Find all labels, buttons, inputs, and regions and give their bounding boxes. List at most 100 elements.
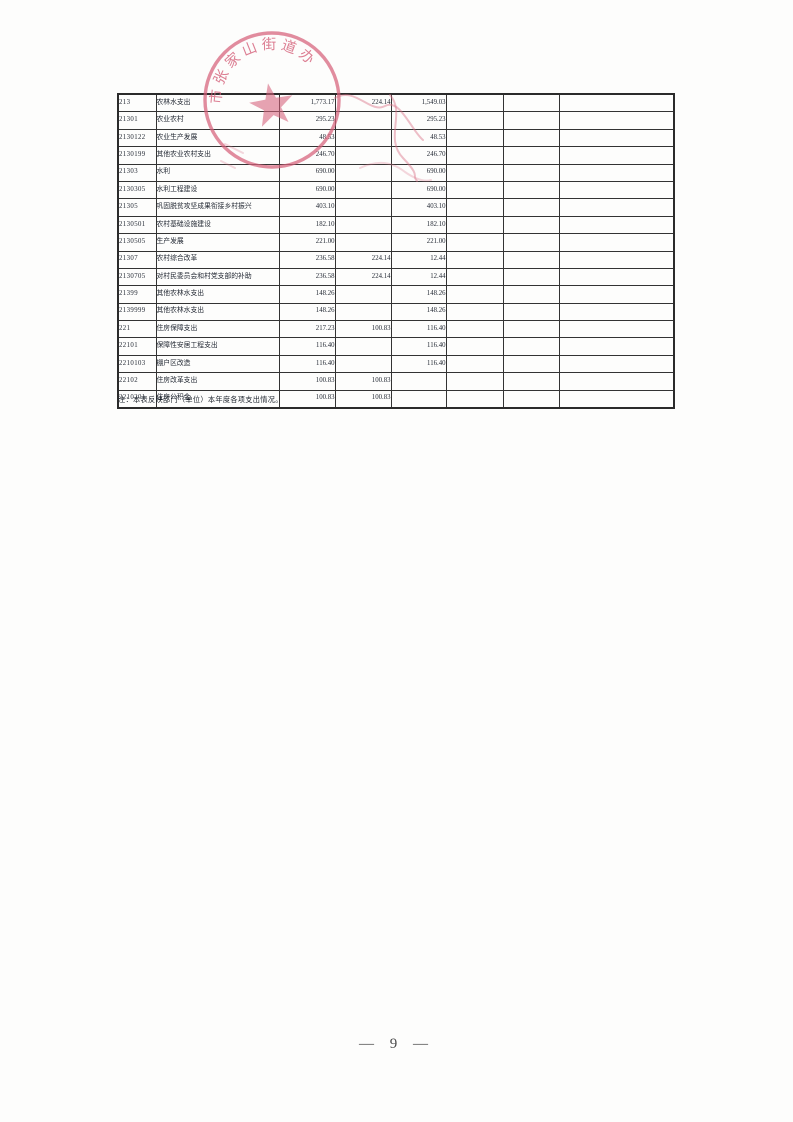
cell-amount-total: 148.26	[278, 302, 336, 322]
table-row: 2130122 农业生产发展 48.53 48.53	[117, 128, 675, 148]
cell-empty-col4	[445, 198, 504, 217]
cell-amount-col3: 116.40	[390, 337, 447, 356]
cell-budget-code: 2130122	[117, 128, 157, 148]
cell-amount-col3: 690.00	[390, 163, 447, 182]
table-row: 21301 农业农村 295.23 295.23	[117, 111, 675, 130]
cell-empty-col4	[445, 163, 504, 182]
cell-empty-col6	[558, 389, 675, 409]
table-row: 213 农林水支出 1,773.17 224.14 1,549.03	[117, 93, 675, 113]
cell-empty-col6	[558, 111, 675, 130]
cell-empty-col4	[445, 215, 504, 235]
cell-amount-total: 295.23	[278, 111, 336, 130]
cell-amount-total: 690.00	[278, 163, 336, 182]
cell-empty-col4	[445, 180, 504, 200]
table-row: 22102 住房改革支出 100.83 100.83	[117, 372, 675, 391]
cell-empty-col6	[558, 372, 675, 391]
cell-amount-col3: 1,549.03	[390, 93, 447, 113]
table-row: 2130505 生产发展 221.00 221.00	[117, 233, 675, 252]
cell-item-name: 住房公积金	[155, 389, 280, 409]
cell-empty-col6	[558, 337, 675, 356]
cell-empty-col6	[558, 93, 675, 113]
cell-amount-col3: 690.00	[390, 180, 447, 200]
cell-amount-col3: 12.44	[390, 267, 447, 287]
cell-amount-col3: 221.00	[390, 233, 447, 252]
cell-amount-total: 236.58	[278, 250, 336, 269]
cell-empty-col6	[558, 233, 675, 252]
cell-amount-total: 221.00	[278, 233, 336, 252]
cell-amount-col3: 148.26	[390, 302, 447, 322]
cell-item-name: 住房改革支出	[155, 372, 280, 391]
cell-amount-col2	[334, 233, 392, 252]
cell-empty-col6	[558, 285, 675, 304]
cell-amount-total: 236.58	[278, 267, 336, 287]
cell-amount-col3	[390, 389, 447, 409]
cell-budget-code: 21399	[117, 285, 157, 304]
table-row: 2130305 水利工程建设 690.00 690.00	[117, 180, 675, 200]
cell-item-name: 对村民委员会和村党支部的补助	[155, 267, 280, 287]
cell-budget-code: 2210201	[117, 389, 157, 409]
cell-empty-col5	[502, 302, 560, 322]
cell-amount-col3: 148.26	[390, 285, 447, 304]
cell-amount-col3: 295.23	[390, 111, 447, 130]
cell-amount-total: 403.10	[278, 198, 336, 217]
cell-empty-col4	[445, 93, 504, 113]
cell-amount-col3: 116.40	[390, 354, 447, 374]
cell-empty-col4	[445, 233, 504, 252]
table-row: 2130501 农村基础设施建设 182.10 182.10	[117, 215, 675, 235]
cell-empty-col4	[445, 267, 504, 287]
cell-empty-col5	[502, 354, 560, 374]
cell-empty-col6	[558, 198, 675, 217]
cell-empty-col6	[558, 128, 675, 148]
cell-item-name: 农村基础设施建设	[155, 215, 280, 235]
cell-item-name: 棚户区改造	[155, 354, 280, 374]
cell-empty-col5	[502, 337, 560, 356]
cell-item-name: 水利工程建设	[155, 180, 280, 200]
cell-empty-col5	[502, 198, 560, 217]
cell-empty-col5	[502, 128, 560, 148]
cell-amount-total: 116.40	[278, 354, 336, 374]
cell-empty-col5	[502, 93, 560, 113]
cell-amount-col2	[334, 215, 392, 235]
table-row: 2130705 对村民委员会和村党支部的补助 236.58 224.14 12.…	[117, 267, 675, 287]
table-row: 21399 其他农林水支出 148.26 148.26	[117, 285, 675, 304]
cell-budget-code: 2130705	[117, 267, 157, 287]
cell-amount-total: 148.26	[278, 285, 336, 304]
cell-amount-col2	[334, 198, 392, 217]
cell-amount-col3: 246.70	[390, 146, 447, 165]
cell-empty-col4	[445, 128, 504, 148]
cell-item-name: 农业生产发展	[155, 128, 280, 148]
table-note: 注：本表反映部门（单位）本年度各项支出情况。	[118, 396, 283, 404]
cell-empty-col5	[502, 250, 560, 269]
cell-empty-col6	[558, 215, 675, 235]
cell-item-name: 其他农业农村支出	[155, 146, 280, 165]
cell-amount-total: 100.83	[278, 389, 336, 409]
cell-empty-col5	[502, 163, 560, 182]
cell-item-name: 住房保障支出	[155, 320, 280, 339]
cell-empty-col6	[558, 180, 675, 200]
cell-item-name: 农林水支出	[155, 93, 280, 113]
cell-amount-total: 217.23	[278, 320, 336, 339]
cell-budget-code: 2130501	[117, 215, 157, 235]
cell-amount-total: 1,773.17	[278, 93, 336, 113]
table-row: 2139999 其他农林水支出 148.26 148.26	[117, 302, 675, 322]
cell-budget-code: 2130505	[117, 233, 157, 252]
table-row: 21307 农村综合改革 236.58 224.14 12.44	[117, 250, 675, 269]
cell-amount-col2: 100.83	[334, 372, 392, 391]
cell-amount-total: 48.53	[278, 128, 336, 148]
cell-amount-col2: 100.83	[334, 389, 392, 409]
cell-empty-col6	[558, 267, 675, 287]
table-row: 2130199 其他农业农村支出 246.70 246.70	[117, 146, 675, 165]
cell-empty-col4	[445, 372, 504, 391]
cell-amount-col2	[334, 111, 392, 130]
cell-item-name: 农村综合改革	[155, 250, 280, 269]
cell-amount-col2: 224.14	[334, 93, 392, 113]
cell-empty-col5	[502, 215, 560, 235]
cell-empty-col6	[558, 146, 675, 165]
cell-empty-col4	[445, 111, 504, 130]
cell-empty-col4	[445, 146, 504, 165]
cell-item-name: 巩固脱贫攻坚成果衔接乡村振兴	[155, 198, 280, 217]
cell-amount-col3: 12.44	[390, 250, 447, 269]
cell-empty-col4	[445, 320, 504, 339]
cell-budget-code: 213	[117, 93, 157, 113]
cell-empty-col5	[502, 389, 560, 409]
